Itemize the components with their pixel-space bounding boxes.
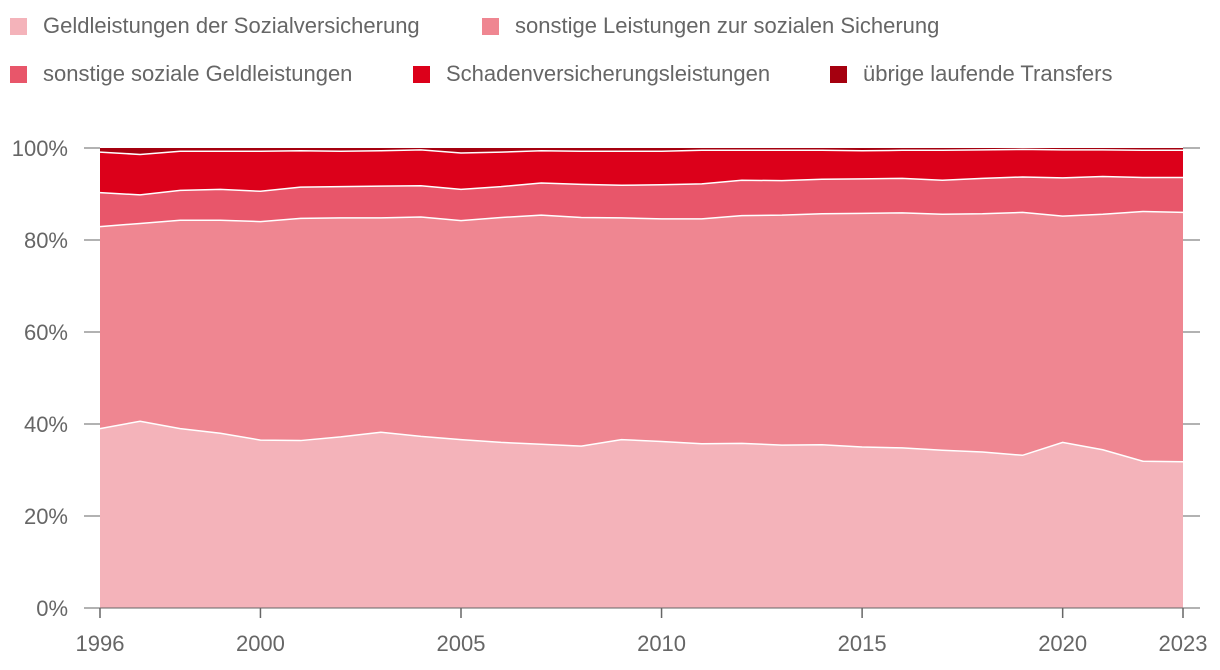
legend-swatch: [413, 65, 430, 83]
legend-item-schadenversicherungsleistungen: Schadenversicherungsleistungen: [413, 59, 770, 89]
y-tick-label: 0%: [36, 596, 68, 621]
series-area-0: [100, 421, 1183, 608]
series-area-2: [100, 176, 1183, 227]
legend-swatch: [10, 65, 27, 83]
series-boundary-line-3: [99, 148, 1183, 156]
legend-label: Geldleistungen der Sozialversicherung: [43, 13, 420, 38]
x-tick-label: 2000: [236, 631, 285, 656]
y-tick-label: 20%: [24, 504, 68, 529]
x-tick-label: 2005: [437, 631, 486, 656]
legend-item-sonstige-leistungen: sonstige Leistungen zur sozialen Sicheru…: [482, 11, 939, 41]
x-tick-label: 2023: [1159, 631, 1208, 656]
series-area-3: [100, 149, 1183, 195]
legend-label: Schadenversicherungsleistungen: [446, 61, 771, 86]
legend-label: sonstige soziale Geldleistungen: [43, 61, 353, 86]
y-tick-label: 80%: [24, 228, 68, 253]
y-tick-label: 100%: [12, 136, 68, 161]
series-boundary-line-2: [99, 175, 1183, 196]
x-tick-label: 2010: [637, 631, 686, 656]
series-area-1: [100, 211, 1183, 462]
legend-item-sonstige-soziale-geldleistungen: sonstige soziale Geldleistungen: [10, 59, 352, 89]
legend-swatch: [482, 17, 499, 35]
legend-item-uebrige-laufende-transfers: übrige laufende Transfers: [830, 59, 1113, 89]
x-tick-label: 1996: [76, 631, 125, 656]
y-tick-label: 60%: [24, 320, 68, 345]
y-tick-label: 40%: [24, 412, 68, 437]
legend-item-geldleistungen-sozialversicherung: Geldleistungen der Sozialversicherung: [10, 11, 420, 41]
series-boundary-line-1: [99, 210, 1184, 228]
chart-legend: Geldleistungen der Sozialversicherung so…: [0, 0, 1220, 110]
legend-swatch: [830, 65, 847, 83]
x-tick-label: 2015: [838, 631, 887, 656]
series-boundary-line-0: [99, 420, 1184, 463]
legend-swatch: [10, 17, 27, 35]
x-tick-label: 2020: [1038, 631, 1087, 656]
legend-label: sonstige Leistungen zur sozialen Sicheru…: [515, 13, 940, 38]
legend-label: übrige laufende Transfers: [863, 61, 1113, 86]
